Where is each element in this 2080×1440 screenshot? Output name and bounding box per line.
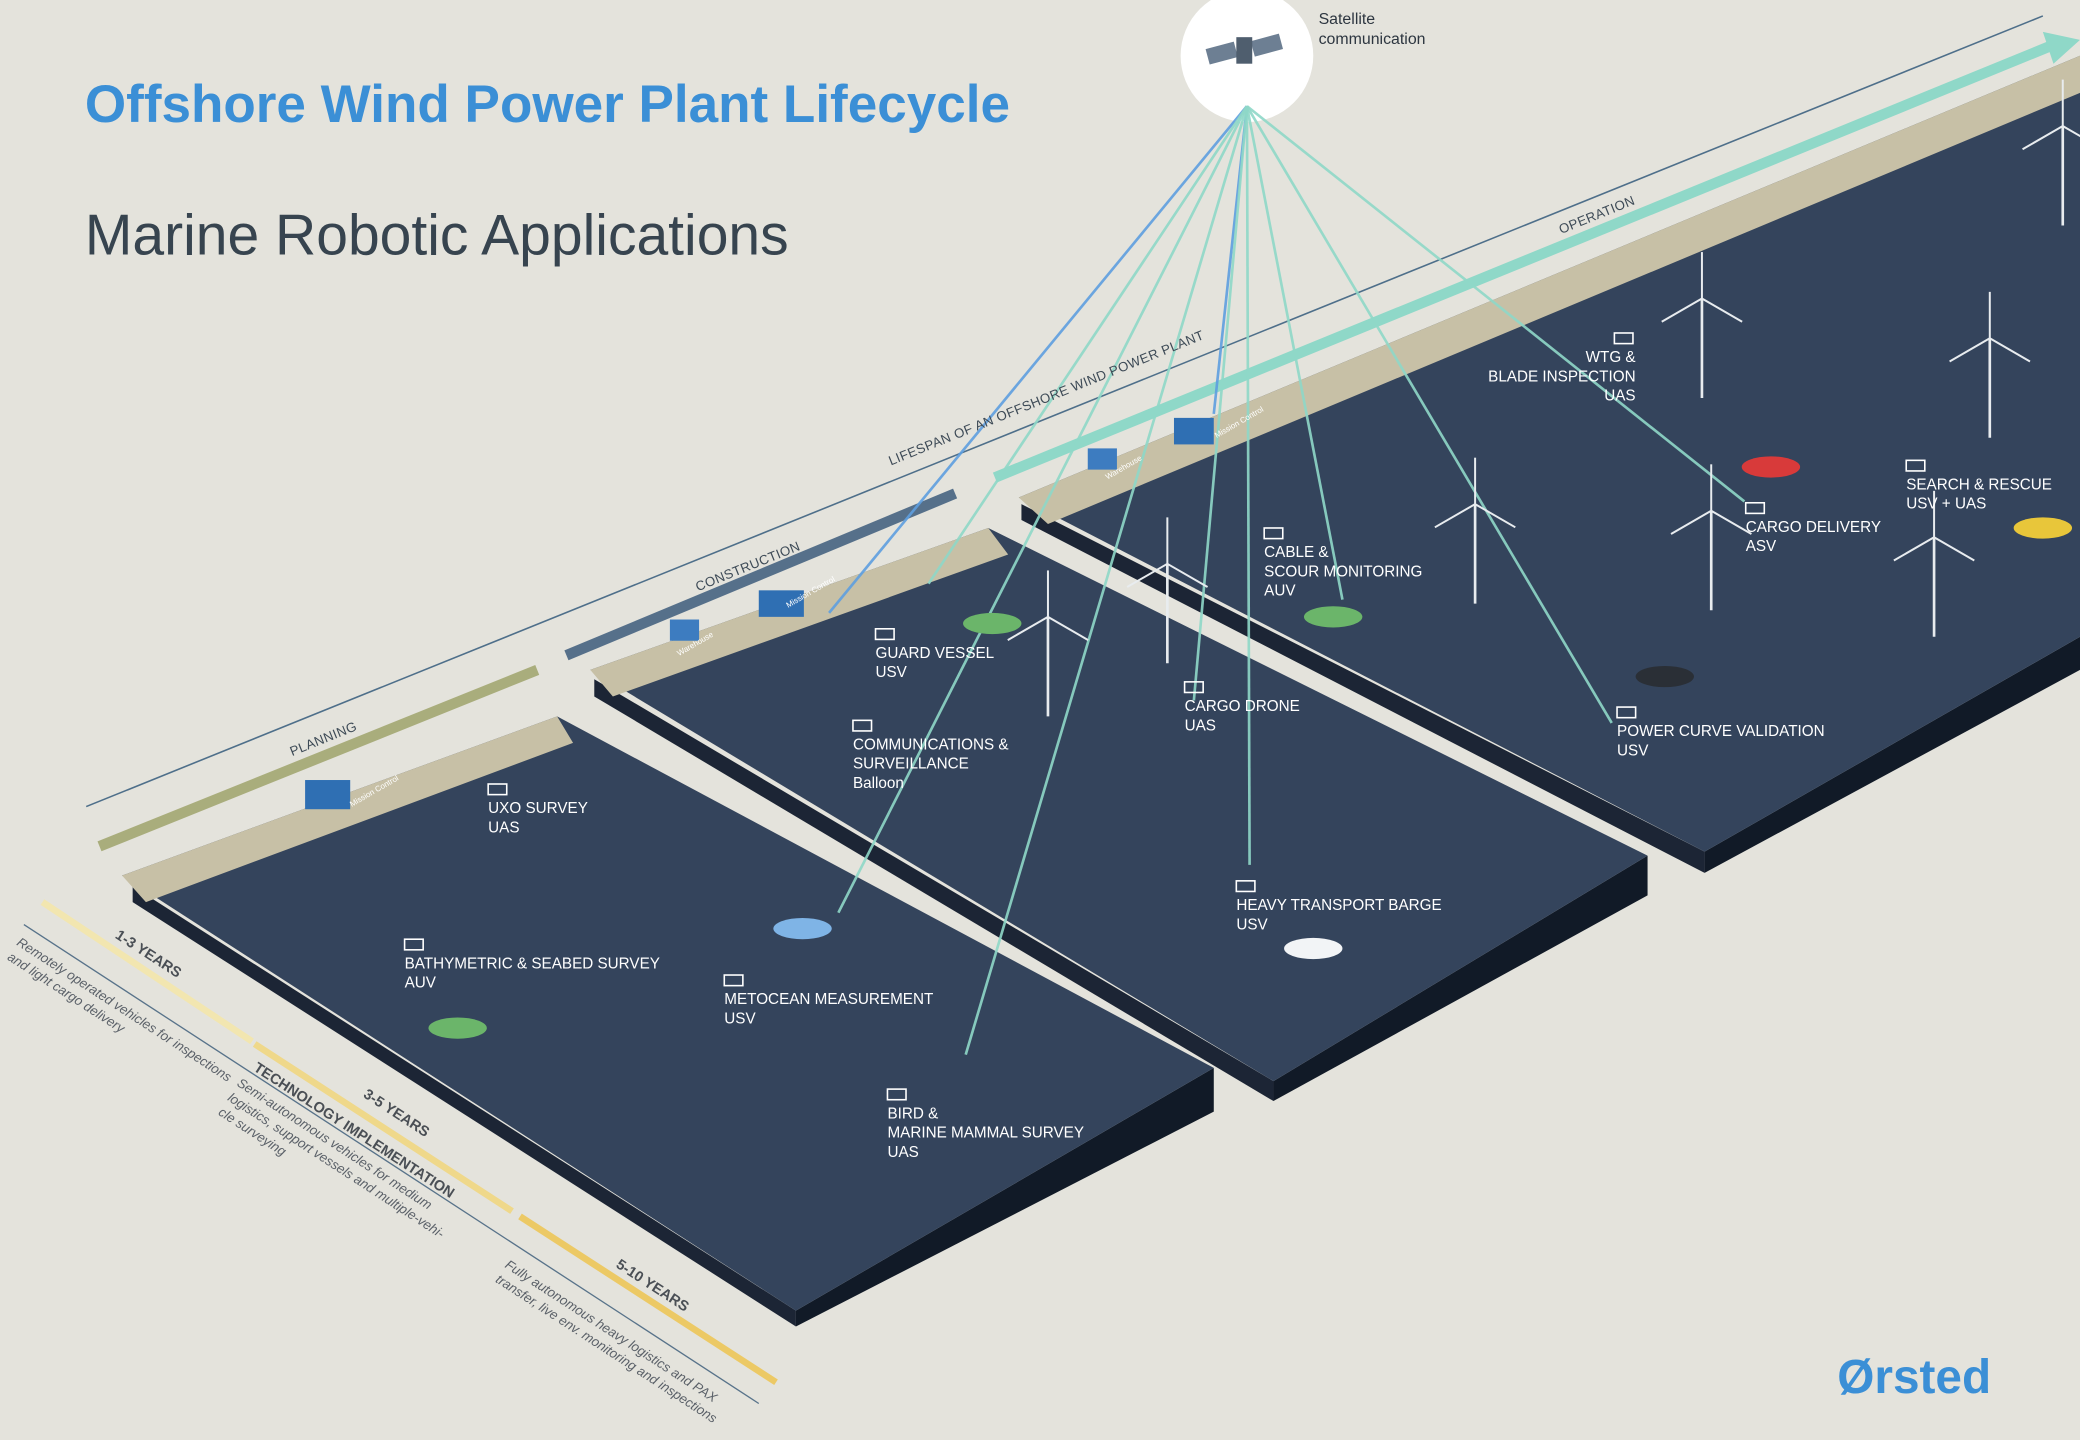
- application-label: UAS: [1185, 717, 1216, 734]
- application-label: UAS: [887, 1144, 918, 1161]
- application-label: CABLE &: [1264, 544, 1328, 561]
- application-label: UAS: [1604, 388, 1635, 405]
- building: [305, 780, 350, 809]
- application-label: HEAVY TRANSPORT BARGE: [1236, 897, 1441, 914]
- application-label: SEARCH & RESCUE: [1906, 477, 2052, 494]
- application-label: SCOUR MONITORING: [1264, 563, 1422, 580]
- application-label: AUV: [405, 975, 437, 992]
- building: [1088, 448, 1117, 469]
- vessel: [773, 918, 831, 939]
- page: {"header": {"title": "Offshore Wind Powe…: [0, 0, 2080, 1440]
- application-label: USV + UAS: [1906, 496, 1986, 513]
- application-label: BIRD &: [887, 1105, 938, 1122]
- application-label: WTG &: [1586, 349, 1636, 366]
- application-label: USV: [724, 1010, 756, 1027]
- application-label: COMMUNICATIONS &: [853, 737, 1009, 754]
- infographic: Offshore Wind Power Plant Lifecycle Mari…: [0, 0, 2080, 1440]
- application-label: POWER CURVE VALIDATION: [1617, 723, 1825, 740]
- application-label: MARINE MAMMAL SURVEY: [887, 1125, 1084, 1142]
- satellite-body: [1236, 37, 1252, 64]
- title: Offshore Wind Power Plant Lifecycle: [85, 75, 1010, 134]
- vessel: [1284, 938, 1342, 959]
- vessel: [1636, 666, 1694, 687]
- vessel: [428, 1017, 486, 1038]
- application-label: USV: [876, 664, 908, 681]
- application-label: BLADE INSPECTION: [1488, 368, 1635, 385]
- subtitle: Marine Robotic Applications: [85, 204, 789, 268]
- vessel: [1742, 456, 1800, 477]
- application-label: METOCEAN MEASUREMENT: [724, 991, 933, 1008]
- vessel: [1304, 606, 1362, 627]
- application-label: GUARD VESSEL: [876, 645, 995, 662]
- vessel: [963, 613, 1021, 634]
- application-label: Balloon: [853, 775, 904, 792]
- application-label: UAS: [488, 819, 519, 836]
- application-label: UXO SURVEY: [488, 800, 588, 817]
- application-label: SURVEILLANCE: [853, 756, 969, 773]
- application-label: CARGO DELIVERY: [1746, 519, 1881, 536]
- application-label: CARGO DRONE: [1185, 698, 1300, 715]
- application-label: USV: [1236, 916, 1268, 933]
- vessel: [2014, 517, 2072, 538]
- logo: Ørsted: [1837, 1351, 1991, 1404]
- satellite-label: communication: [1319, 31, 1426, 48]
- building: [1174, 418, 1214, 445]
- application-label: AUV: [1264, 583, 1296, 600]
- application-label: USV: [1617, 742, 1649, 759]
- application-label: ASV: [1746, 538, 1777, 555]
- application-label: BATHYMETRIC & SEABED SURVEY: [405, 955, 660, 972]
- satellite-label: Satellite: [1319, 11, 1376, 28]
